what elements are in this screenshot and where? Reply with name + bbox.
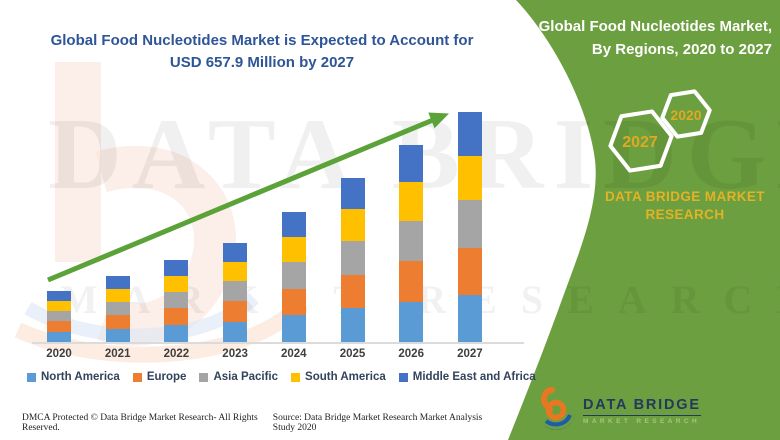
panel-title: Global Food Nucleotides Market, By Regio… (538, 18, 772, 59)
legend-swatch (199, 372, 209, 382)
legend-swatch (291, 372, 301, 382)
legend: North America Europe Asia Pacific South Ame… (27, 371, 536, 383)
legend-item-europe: Europe (132, 371, 187, 383)
bar-segment-north-america (105, 328, 130, 342)
bar-segment-middle-east-and-africa (340, 178, 365, 210)
x-axis-label-2027: 2027 (457, 348, 483, 360)
hexagon-2020-label: 2020 (670, 107, 701, 123)
legend-label: Middle East and Africa (412, 371, 536, 383)
bar-segment-north-america (223, 321, 248, 342)
bar-2026 (399, 145, 424, 342)
bar-segment-north-america (340, 308, 365, 342)
brand-text: DATA BRIDGE MARKET RESEARCH (605, 189, 765, 223)
bar-2027 (457, 111, 482, 342)
legend-label: Asia Pacific (213, 371, 279, 383)
footer-logo: DATA BRIDGE MARKET RESEARCH (540, 387, 701, 435)
bar-segment-europe (105, 315, 130, 329)
bar-segment-middle-east-and-africa (399, 145, 424, 183)
bar-segment-south-america (223, 261, 248, 282)
bar-segment-asia-pacific (105, 301, 130, 315)
bar-segment-south-america (399, 182, 424, 221)
bar-2021 (105, 276, 130, 342)
bar-2024 (281, 212, 306, 342)
bar-segment-south-america (164, 275, 189, 292)
legend-label: Europe (146, 371, 187, 383)
x-axis-label-2023: 2023 (222, 348, 248, 360)
bar-segment-europe (47, 321, 71, 332)
bar-segment-europe (399, 261, 424, 302)
footer-logo-title: DATA BRIDGE (583, 397, 701, 416)
bar-segment-south-america (457, 155, 482, 201)
bar-segment-south-america (47, 300, 71, 311)
bar-segment-middle-east-and-africa (223, 243, 248, 262)
bar-2023 (223, 243, 248, 342)
legend-swatch (27, 372, 36, 382)
footer-strip: DMCA Protected © Data Bridge Market Rese… (0, 413, 505, 433)
x-axis-label-2025: 2025 (339, 348, 366, 360)
x-axis-label-2026: 2026 (398, 348, 424, 360)
footer-logo-subtitle: MARKET RESEARCH (583, 418, 701, 425)
data-bridge-logo-icon (541, 387, 576, 431)
plot-area (32, 108, 524, 344)
bar-segment-north-america (457, 294, 482, 342)
bar-segment-middle-east-and-africa (281, 212, 306, 237)
bar-2020 (47, 291, 71, 342)
x-axis-label-2022: 2022 (163, 348, 190, 360)
x-axis-label-2021: 2021 (104, 348, 131, 360)
bar-segment-north-america (399, 301, 424, 342)
bar-segment-middle-east-and-africa (105, 276, 130, 289)
bar-segment-south-america (281, 236, 306, 263)
legend-swatch (398, 372, 408, 382)
bar-segment-south-america (105, 288, 130, 302)
bar-segment-asia-pacific (164, 291, 189, 309)
bar-segment-north-america (47, 331, 71, 342)
x-axis-label-2020: 2020 (46, 348, 72, 360)
bar-segment-asia-pacific (281, 262, 306, 289)
bar-segment-europe (340, 274, 365, 309)
hexagon-2020 (660, 89, 712, 139)
bar-segment-middle-east-and-africa (164, 260, 189, 276)
legend-label: South America (305, 371, 386, 383)
bar-segment-middle-east-and-africa (47, 291, 71, 301)
bar-2022 (164, 260, 189, 342)
legend-label: North America (41, 371, 120, 383)
x-axis-labels: 2020 2021 2022 2023 2024 2025 2026 2027 (32, 348, 524, 364)
bar-segment-middle-east-and-africa (457, 111, 482, 156)
bar-segment-north-america (281, 315, 306, 342)
bar-segment-south-america (340, 209, 365, 242)
legend-item-asia-pacific: Asia Pacific (199, 371, 278, 383)
hexagon-2027 (608, 109, 674, 173)
source-text: Source: Data Bridge Market Research Mark… (272, 413, 483, 433)
dmca-text: DMCA Protected © Data Bridge Market Rese… (22, 413, 258, 433)
bar-segment-europe (281, 288, 306, 316)
bar-segment-asia-pacific (47, 310, 71, 322)
legend-swatch (132, 372, 142, 382)
bar-segment-north-america (164, 325, 189, 342)
bar-segment-asia-pacific (399, 220, 424, 262)
bar-segment-europe (164, 308, 189, 326)
bar-2025 (340, 178, 365, 342)
chart-title: Global Food Nucleotides Market is Expect… (50, 32, 474, 71)
legend-item-north-america: North America (27, 371, 120, 383)
bar-segment-europe (457, 247, 482, 295)
bar-segment-asia-pacific (457, 200, 482, 248)
bar-segment-europe (223, 301, 248, 322)
x-axis-label-2024: 2024 (281, 348, 307, 360)
bar-segment-asia-pacific (340, 241, 365, 275)
legend-item-south-america: South America (291, 371, 386, 383)
bar-segment-asia-pacific (223, 281, 248, 302)
legend-item-middle-east-and-africa: Middle East and Africa (398, 371, 536, 383)
hexagon-2027-label: 2027 (622, 134, 658, 151)
